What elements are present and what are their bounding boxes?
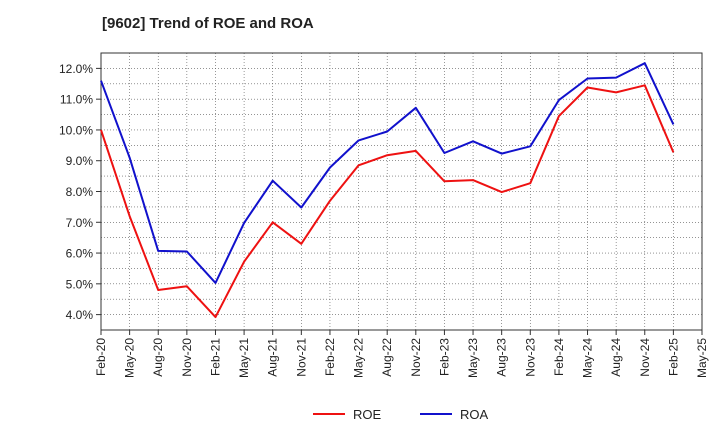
y-tick-label: 11.0% bbox=[60, 93, 93, 107]
x-tick-label: May-23 bbox=[466, 338, 480, 378]
y-tick-label: 6.0% bbox=[66, 247, 94, 261]
x-tick-label: May-24 bbox=[581, 338, 595, 378]
x-tick-label: Aug-20 bbox=[151, 338, 165, 377]
x-tick-label: May-21 bbox=[237, 338, 251, 378]
x-tick-label: Feb-22 bbox=[323, 338, 337, 376]
x-tick-label: May-20 bbox=[123, 338, 137, 378]
x-tick-label: Feb-24 bbox=[552, 338, 566, 376]
series-line-roa bbox=[100, 62, 675, 284]
x-tick-label: Feb-25 bbox=[666, 338, 680, 376]
x-tick-label: Feb-21 bbox=[208, 338, 222, 376]
x-tick-label: Aug-22 bbox=[380, 338, 394, 377]
legend-label-roa: ROA bbox=[460, 407, 489, 422]
y-tick-label: 12.0% bbox=[59, 62, 93, 76]
y-tick-label: 9.0% bbox=[66, 154, 94, 168]
legend-label-roe: ROE bbox=[353, 407, 382, 422]
y-tick-label: 7.0% bbox=[66, 216, 94, 230]
x-tick-label: Aug-24 bbox=[609, 338, 623, 377]
y-tick-label: 4.0% bbox=[66, 308, 94, 322]
x-tick-label: May-25 bbox=[695, 338, 709, 378]
x-tick-label: May-22 bbox=[352, 338, 366, 378]
x-tick-label: Aug-23 bbox=[495, 338, 509, 377]
x-tick-label: Nov-23 bbox=[523, 338, 537, 377]
x-tick-label: Nov-22 bbox=[409, 338, 423, 377]
y-tick-label: 10.0% bbox=[59, 123, 93, 137]
x-tick-label: Aug-21 bbox=[266, 338, 280, 377]
series-line-roe bbox=[100, 84, 675, 319]
x-tick-label: Nov-21 bbox=[294, 338, 308, 377]
y-tick-label: 5.0% bbox=[66, 277, 94, 291]
x-tick-label: Nov-24 bbox=[638, 338, 652, 377]
x-tick-label: Feb-23 bbox=[437, 338, 451, 376]
y-tick-label: 8.0% bbox=[66, 185, 94, 199]
chart-title: [9602] Trend of ROE and ROA bbox=[102, 15, 314, 32]
x-tick-label: Feb-20 bbox=[94, 338, 108, 376]
x-tick-label: Nov-20 bbox=[180, 338, 194, 377]
